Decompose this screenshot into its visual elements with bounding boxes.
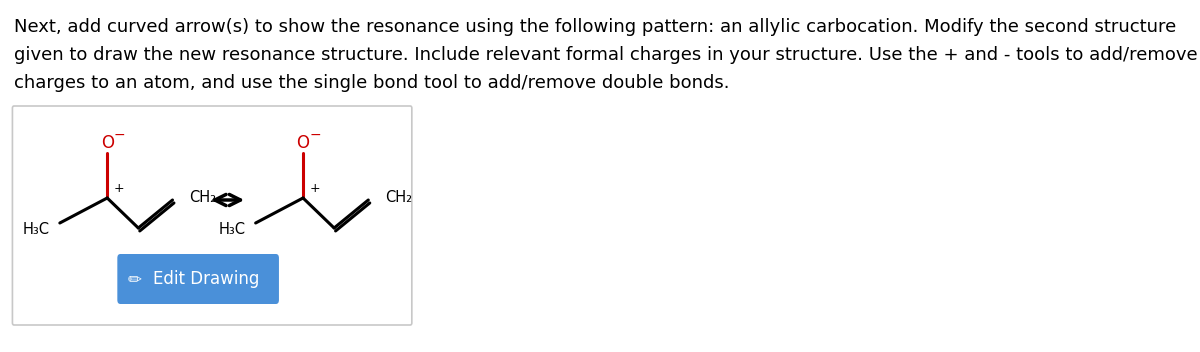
Text: CH₂: CH₂: [385, 190, 413, 206]
FancyBboxPatch shape: [118, 254, 278, 304]
Text: −: −: [310, 128, 320, 142]
Text: Next, add curved arrow(s) to show the resonance using the following pattern: an : Next, add curved arrow(s) to show the re…: [14, 18, 1176, 36]
Text: given to draw the new resonance structure. Include relevant formal charges in yo: given to draw the new resonance structur…: [14, 46, 1198, 64]
Text: H₃C: H₃C: [218, 222, 246, 238]
Text: −: −: [114, 128, 125, 142]
Text: charges to an atom, and use the single bond tool to add/remove double bonds.: charges to an atom, and use the single b…: [14, 74, 730, 92]
Text: Edit Drawing: Edit Drawing: [152, 270, 259, 288]
Text: O: O: [101, 134, 114, 152]
Text: +: +: [310, 182, 320, 195]
Text: +: +: [114, 182, 124, 195]
Text: ✏: ✏: [127, 270, 142, 288]
Text: CH₂: CH₂: [190, 190, 217, 206]
Text: H₃C: H₃C: [23, 222, 49, 238]
Text: O: O: [296, 134, 310, 152]
FancyBboxPatch shape: [12, 106, 412, 325]
